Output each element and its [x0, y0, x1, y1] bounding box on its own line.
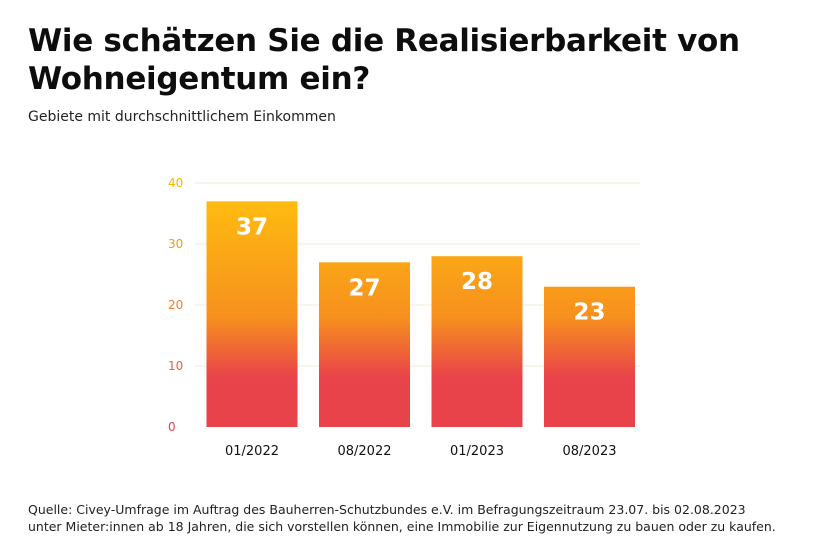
bar — [544, 286, 635, 427]
source-line-2: unter Mieter:innen ab 18 Jahren, die sic… — [28, 519, 776, 534]
x-tick-label: 08/2022 — [337, 444, 391, 459]
x-tick-label: 01/2023 — [450, 444, 504, 459]
x-tick-label: 01/2022 — [225, 444, 279, 459]
source-line-1: Quelle: Civey-Umfrage im Auftrag des Bau… — [28, 502, 746, 517]
y-tick-label: 40 — [168, 176, 183, 190]
data-label: 23 — [573, 300, 605, 326]
x-tick-label: 08/2023 — [562, 444, 616, 459]
y-tick-label: 10 — [168, 359, 183, 373]
bar — [431, 256, 523, 427]
y-tick-label: 20 — [168, 298, 183, 312]
chart-title-line-2: Wohneigentum ein? — [28, 61, 371, 97]
chart-title: Wie schätzen Sie die Realisierbarkeit vo… — [28, 22, 808, 98]
chart-subtitle: Gebiete mit durchschnittlichem Einkommen — [28, 109, 336, 125]
bar — [206, 201, 298, 427]
source-note: Quelle: Civey-Umfrage im Auftrag des Bau… — [28, 501, 828, 535]
data-label: 28 — [461, 269, 493, 295]
y-tick-label: 30 — [168, 237, 183, 251]
bar — [319, 262, 410, 427]
y-tick-label: 0 — [168, 420, 176, 434]
data-label: 27 — [348, 275, 380, 301]
chart-title-line-1: Wie schätzen Sie die Realisierbarkeit vo… — [28, 23, 740, 59]
data-label: 37 — [236, 214, 268, 240]
bar-chart: 0 10 20 30 40 37 01/2022 27 08/2022 28 01/2023 23 08… — [168, 176, 640, 459]
